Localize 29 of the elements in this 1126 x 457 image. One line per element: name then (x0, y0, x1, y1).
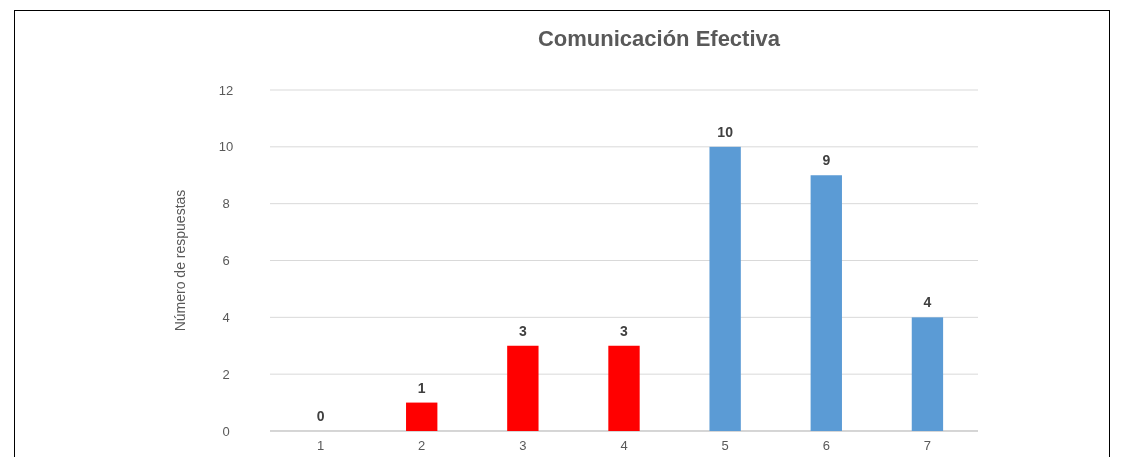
y-tick-label: 8 (222, 196, 230, 212)
x-tick-label: 3 (519, 438, 527, 453)
data-label: 3 (518, 322, 527, 339)
x-tick-label: 7 (923, 438, 932, 453)
bar (709, 146, 741, 431)
data-label: 9 (822, 152, 831, 169)
x-tick-label: 4 (620, 438, 628, 453)
bar (810, 175, 842, 431)
x-tick-label: 5 (721, 438, 729, 453)
data-label: 10 (717, 123, 734, 140)
y-tick-label: 12 (218, 82, 234, 98)
data-label: 0 (316, 408, 325, 424)
bar (608, 345, 640, 431)
chart-title: Comunicación Efectiva (537, 26, 781, 51)
bar (911, 317, 944, 431)
x-tick-label: 1 (316, 438, 325, 453)
x-tick-label: 6 (822, 438, 830, 453)
y-tick-label: 6 (222, 253, 230, 269)
bar (406, 402, 438, 431)
y-tick-label: 4 (222, 309, 230, 325)
data-label: 1 (417, 379, 426, 396)
y-axis-title: Número de respuestas (172, 189, 188, 332)
y-tick-label: 10 (218, 139, 234, 155)
bar (507, 345, 539, 431)
data-label: 4 (923, 294, 932, 311)
data-label: 3 (620, 322, 629, 339)
x-tick-label: 2 (418, 438, 426, 453)
y-tick-label: 2 (222, 366, 230, 382)
y-tick-label: 0 (222, 423, 230, 439)
